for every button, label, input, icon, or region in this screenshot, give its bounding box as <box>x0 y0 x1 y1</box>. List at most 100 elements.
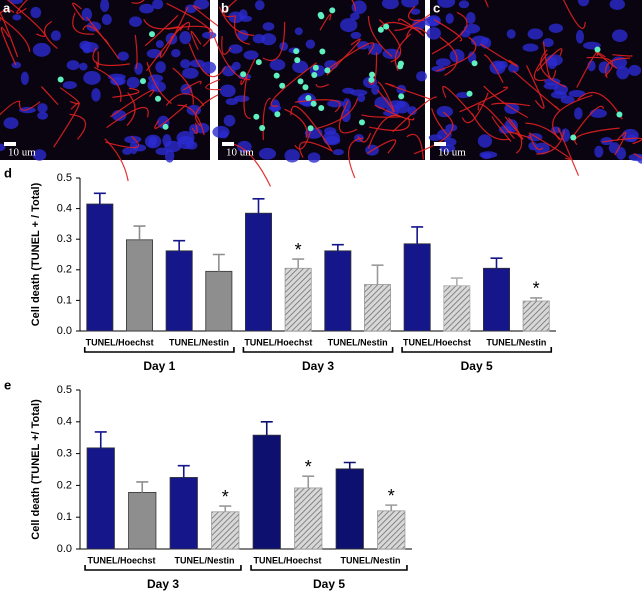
nucleus <box>609 0 626 10</box>
nucleus <box>82 47 91 54</box>
tunel-cell <box>259 124 266 131</box>
nucleus <box>428 134 442 141</box>
error-bar <box>173 239 186 251</box>
tunel-cell <box>255 59 262 66</box>
nucleus <box>616 65 630 80</box>
nucleus <box>297 96 306 105</box>
fiber <box>166 2 211 34</box>
scale-bar <box>4 142 16 146</box>
nucleus <box>189 59 205 68</box>
error-bar <box>411 226 424 244</box>
error-bar <box>530 297 543 302</box>
fiber <box>167 25 213 47</box>
nucleus <box>322 131 340 145</box>
nucleus <box>129 16 142 27</box>
bar <box>252 434 281 550</box>
fiber <box>385 82 437 102</box>
nucleus <box>445 13 454 24</box>
tunel-cell <box>397 63 404 70</box>
nucleus <box>221 65 236 77</box>
fiber <box>243 76 251 119</box>
fiber <box>159 6 189 58</box>
fiber <box>351 0 357 11</box>
fiber <box>315 98 359 130</box>
fiber <box>0 100 20 116</box>
nucleus <box>560 95 575 104</box>
fiber <box>0 12 19 58</box>
nucleus <box>466 11 476 25</box>
nucleus <box>307 152 321 163</box>
y-tick-label: 0.2 <box>57 264 72 276</box>
fiber <box>82 25 120 60</box>
fiber <box>69 113 87 140</box>
fiber <box>326 42 375 71</box>
nucleus <box>225 98 239 106</box>
group-bracket <box>84 565 242 571</box>
y-tick-label: 0.4 <box>57 416 72 428</box>
nucleus <box>560 128 571 143</box>
error-bar <box>136 481 149 493</box>
panel-label: b <box>221 0 229 15</box>
significance-marker: * <box>295 240 302 260</box>
group-label: Day 5 <box>461 359 493 373</box>
fiber <box>529 133 544 151</box>
error-bar <box>371 264 384 285</box>
nucleus <box>91 88 101 102</box>
fiber <box>112 87 140 98</box>
nucleus <box>445 123 458 132</box>
fiber <box>44 20 58 50</box>
fiber <box>633 152 642 159</box>
fiber <box>182 80 202 91</box>
x-category-label: TUNEL/Hoechst <box>87 555 155 565</box>
fiber <box>154 103 188 129</box>
tunel-cell <box>302 84 309 91</box>
nucleus <box>548 23 564 33</box>
nucleus <box>394 100 410 114</box>
fiber <box>366 139 397 155</box>
error-bar <box>133 225 146 240</box>
y-tick-label: 0.1 <box>57 294 72 306</box>
fiber <box>131 0 145 4</box>
fiber <box>471 113 510 141</box>
bar <box>86 203 114 332</box>
fiber <box>16 0 28 14</box>
x-category-label: TUNEL/Nestin <box>328 337 388 347</box>
fiber <box>483 54 504 84</box>
nucleus <box>542 38 554 48</box>
fiber <box>72 2 85 21</box>
fiber <box>143 18 180 30</box>
nucleus <box>262 22 275 31</box>
fiber <box>612 54 633 57</box>
fiber <box>431 108 448 136</box>
tunel-cell <box>297 78 304 85</box>
error-bar <box>385 504 398 511</box>
nucleus <box>423 16 441 27</box>
nucleus <box>101 14 112 25</box>
error-bar <box>252 198 265 214</box>
fiber <box>262 97 272 140</box>
fiber <box>477 103 515 139</box>
nucleus <box>81 7 92 22</box>
fiber <box>295 99 341 113</box>
group-label: Day 1 <box>143 359 175 373</box>
nucleus <box>305 39 316 49</box>
y-tick-label: 0.5 <box>57 172 72 184</box>
bar <box>483 267 510 332</box>
error-bar <box>177 464 190 478</box>
nucleus <box>164 140 182 153</box>
nucleus <box>83 71 101 85</box>
tunel-cell <box>570 134 577 141</box>
nucleus <box>79 62 88 71</box>
x-category-label: TUNEL/Hoechst <box>253 555 321 565</box>
nucleus <box>269 59 286 71</box>
fiber <box>338 100 358 134</box>
nucleus <box>228 11 244 24</box>
x-category-label: TUNEL/Hoechst <box>403 337 471 347</box>
fiber <box>368 116 410 131</box>
tunel-cell <box>149 31 156 38</box>
fiber <box>536 48 563 72</box>
panel-label: e <box>4 377 11 392</box>
error-bar <box>219 505 232 512</box>
nucleus <box>381 0 399 10</box>
fiber <box>0 9 15 14</box>
